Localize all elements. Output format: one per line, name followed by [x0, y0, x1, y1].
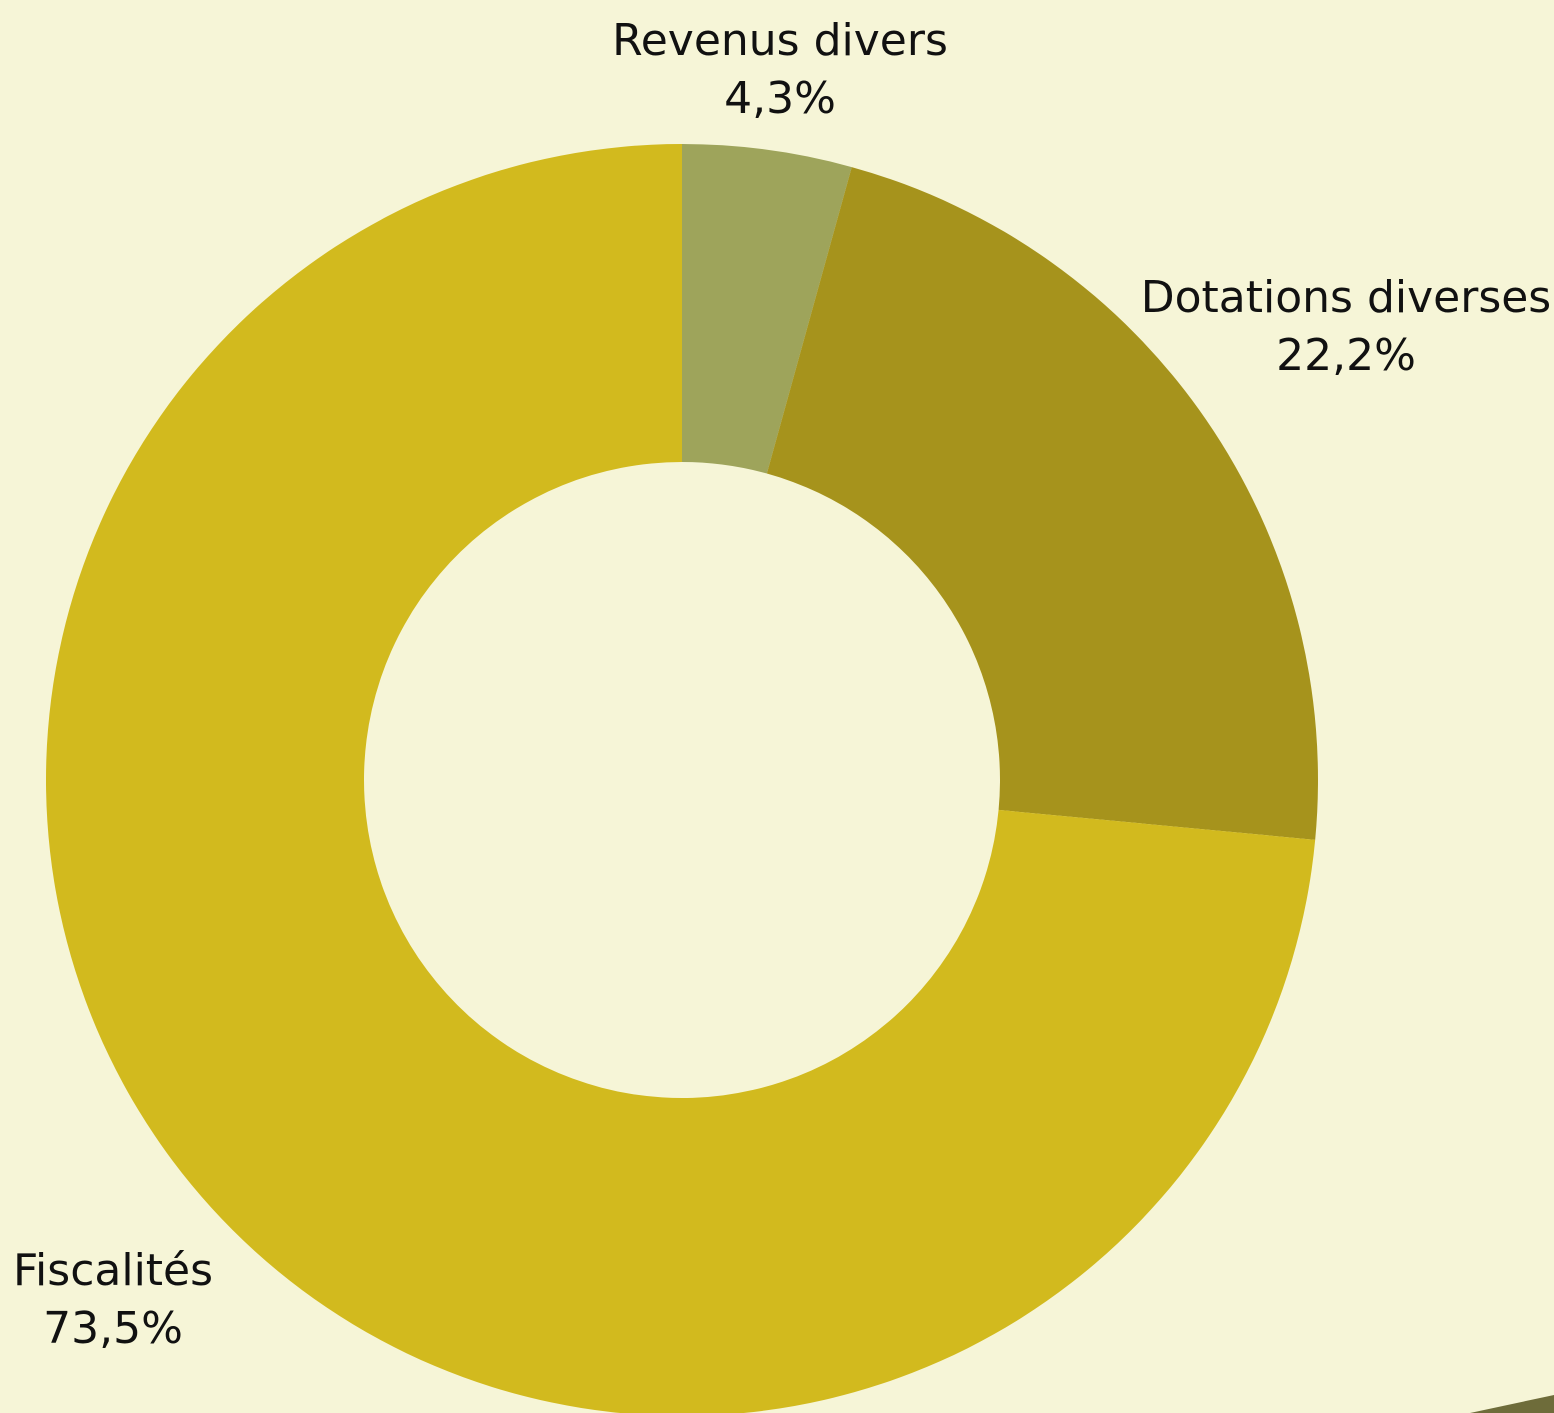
slice-revenus-divers [682, 144, 852, 474]
slice-name-label: Revenus divers [612, 15, 948, 66]
slice-name-label: Dotations diverses [1141, 272, 1551, 323]
slice-value-label: 73,5% [43, 1303, 183, 1354]
slices-group [46, 144, 1319, 1413]
slice-dotations-diverses [766, 167, 1319, 840]
slice-fiscalit-s [46, 144, 1316, 1413]
slice-name-label: Fiscalités [13, 1245, 213, 1296]
slice-value-label: 4,3% [724, 73, 836, 124]
labels-group: Revenus divers 4,3% Dotations diverses 22,2… [13, 15, 1551, 1354]
slice-value-label: 22,2% [1276, 330, 1416, 381]
corner-accent-shape [1470, 1395, 1554, 1413]
